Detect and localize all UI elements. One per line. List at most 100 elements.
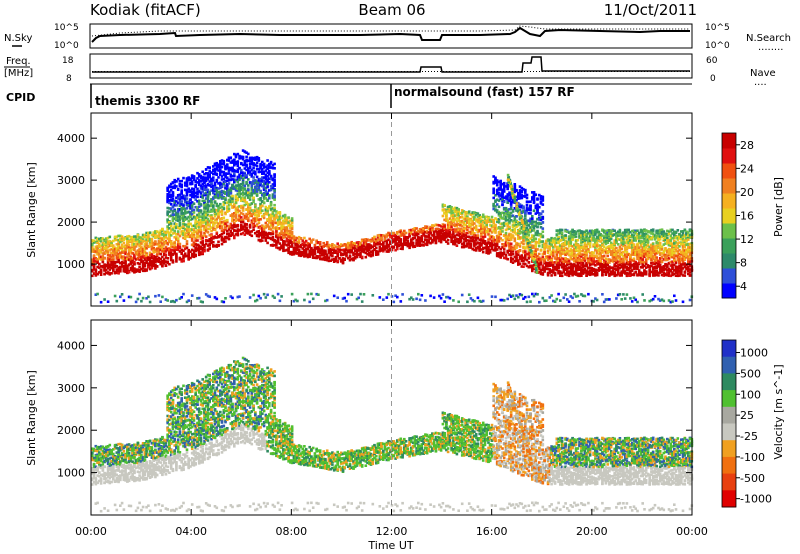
echo-cell	[290, 231, 294, 234]
echo-cell	[259, 204, 262, 208]
echo-cell	[96, 238, 99, 241]
echo-cell	[455, 220, 459, 223]
echo-cell	[464, 218, 467, 221]
echo-cell	[196, 171, 199, 175]
echo-cell	[234, 233, 238, 236]
echo-cell	[262, 170, 266, 174]
echo-cell	[259, 226, 262, 230]
echo-cell	[287, 216, 290, 219]
echo-cell	[410, 232, 413, 235]
echo-cell	[217, 204, 220, 208]
echo-cell	[212, 184, 215, 188]
echo-cell	[411, 233, 415, 236]
echo-cell	[264, 189, 268, 193]
echo-cell	[241, 182, 245, 185]
echo-cell	[115, 238, 119, 242]
echo-cell	[325, 253, 329, 256]
echo-cell	[178, 198, 182, 201]
echo-cell	[278, 242, 282, 245]
echo-cell	[190, 248, 194, 252]
echo-cell	[306, 255, 310, 258]
echo-cell	[138, 265, 141, 269]
echo-cell	[283, 249, 287, 252]
echo-cell	[495, 253, 499, 257]
echo-cell	[233, 203, 236, 206]
echo-cell	[197, 201, 201, 205]
echo-cell	[247, 168, 250, 172]
echo-cell	[136, 253, 140, 257]
echo-cell	[222, 182, 226, 186]
echo-cell	[183, 212, 187, 215]
echo-cell	[219, 186, 222, 189]
echo-cell	[403, 241, 406, 244]
echo-cell	[490, 230, 494, 234]
echo-cell	[499, 231, 502, 234]
echo-cell	[224, 219, 227, 223]
echo-cell	[376, 242, 380, 246]
echo-cell	[448, 217, 452, 220]
echo-cell	[257, 159, 261, 162]
echo-cell	[201, 235, 204, 238]
echo-cell	[189, 198, 192, 201]
echo-cell	[457, 231, 460, 234]
echo-cell	[103, 239, 106, 243]
echo-cell	[364, 248, 368, 251]
echo-cell	[490, 224, 494, 227]
echo-cell	[94, 260, 98, 263]
echo-cell	[294, 242, 297, 246]
echo-cell	[227, 234, 231, 237]
echo-cell	[213, 210, 217, 213]
echo-cell	[261, 236, 264, 239]
echo-cell	[106, 261, 110, 264]
echo-cell	[445, 215, 448, 219]
echo-cell	[103, 242, 106, 246]
echo-cell	[502, 208, 506, 211]
echo-cell	[271, 236, 275, 239]
echo-cell	[290, 236, 294, 240]
echo-cell	[264, 221, 268, 225]
echo-cell	[203, 188, 206, 191]
echo-cell	[147, 231, 150, 235]
echo-cell	[254, 170, 257, 174]
echo-cell	[180, 232, 183, 236]
echo-cell	[166, 194, 169, 198]
station-title: Kodiak (fitACF)	[90, 1, 201, 19]
echo-cell	[176, 239, 180, 243]
echo-cell	[243, 184, 247, 188]
echo-cell	[229, 187, 233, 190]
echo-cell	[238, 228, 241, 232]
echo-cell	[283, 235, 287, 239]
echo-cell	[292, 251, 296, 254]
echo-cell	[201, 176, 204, 179]
echo-cell	[271, 195, 275, 199]
echo-cell	[366, 249, 369, 253]
echo-cell	[215, 204, 219, 207]
echo-cell	[240, 196, 243, 200]
echo-cell	[371, 250, 375, 253]
echo-cell	[227, 172, 231, 175]
echo-cell	[353, 252, 357, 256]
echo-cell	[287, 221, 290, 224]
echo-cell	[145, 257, 148, 260]
echo-cell	[487, 216, 490, 220]
echo-cell	[495, 243, 499, 246]
echo-cell	[208, 214, 211, 218]
echo-cell	[297, 241, 301, 245]
echo-cell	[180, 203, 183, 206]
echo-cell	[199, 203, 203, 206]
echo-cell	[106, 271, 110, 275]
echo-cell	[248, 198, 252, 201]
echo-cell	[119, 234, 122, 238]
echo-cell	[134, 243, 138, 246]
echo-cell	[495, 180, 499, 183]
echo-cell	[369, 240, 373, 243]
echo-cell	[471, 247, 474, 251]
echo-cell	[376, 234, 380, 237]
echo-cell	[499, 188, 502, 191]
echo-cell	[290, 224, 294, 228]
echo-cell	[203, 203, 206, 207]
echo-cell	[459, 222, 462, 225]
echo-cell	[178, 183, 182, 187]
echo-cell	[197, 244, 201, 247]
echo-cell	[210, 200, 213, 203]
